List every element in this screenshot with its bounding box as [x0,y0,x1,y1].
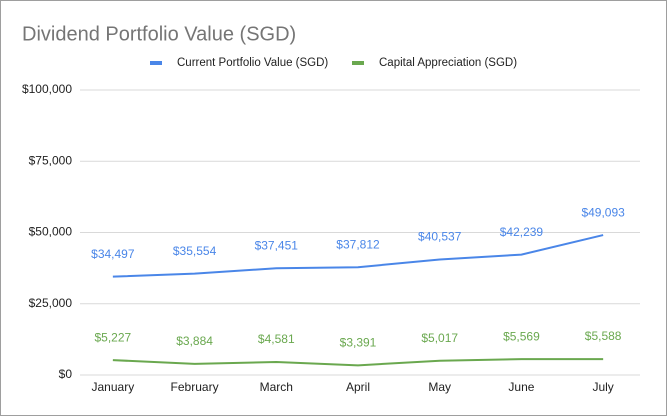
data-label: $5,569 [503,329,540,343]
data-label: $5,017 [421,331,458,345]
legend-label: Current Portfolio Value (SGD) [177,57,328,69]
series-line [112,358,604,367]
data-label: $37,812 [336,237,380,251]
y-tick-label: $0 [59,367,73,381]
x-tick-label: June [508,380,534,394]
y-tick-label: $75,000 [29,153,73,167]
data-label: $35,554 [173,244,217,258]
y-tick-label: $25,000 [29,296,73,310]
data-label: $4,581 [258,332,295,346]
data-label: $3,884 [176,334,213,348]
x-tick-label: March [260,380,293,394]
x-tick-label: February [171,380,219,394]
x-tick-label: January [92,380,135,394]
x-tick-label: July [592,380,613,394]
data-label: $42,239 [500,225,544,239]
data-label: $37,451 [255,238,299,252]
y-tick-label: $50,000 [29,225,73,239]
chart-title: Dividend Portfolio Value (SGD) [22,23,296,45]
y-tick-label: $100,000 [22,82,72,96]
data-label: $40,537 [418,230,462,244]
legend-label: Capital Appreciation (SGD) [379,57,517,69]
data-label: $3,391 [340,336,377,350]
x-tick-label: May [428,380,451,394]
data-label: $5,588 [585,329,622,343]
data-label: $34,497 [91,247,135,261]
x-tick-label: April [346,380,370,394]
data-label: $49,093 [581,205,625,219]
data-label: $5,227 [95,330,132,344]
series-line [112,234,604,278]
